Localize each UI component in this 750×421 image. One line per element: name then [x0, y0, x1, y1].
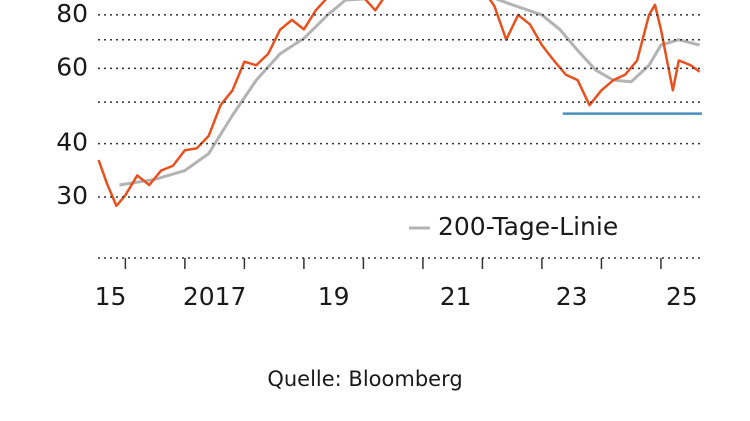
x-tick-label: 2017: [183, 282, 247, 311]
source: Quelle: Bloomberg: [267, 367, 462, 391]
y-tick-label: 80: [56, 0, 88, 28]
legend-label: 200-Tage-Linie: [438, 212, 618, 241]
y-tick-label: 30: [56, 181, 88, 210]
price-line: [97, 0, 701, 208]
x-tick-label: 15: [95, 282, 127, 311]
price-line: [119, 0, 700, 187]
plot-area: [97, 0, 702, 208]
x-tick-label: 25: [666, 282, 698, 311]
x-tick-label: 23: [556, 282, 588, 311]
y-tick-label: 60: [56, 52, 88, 81]
x-tick-label: 21: [440, 282, 472, 311]
y-tick-label: 40: [56, 128, 88, 157]
x-tick-label: 19: [318, 282, 350, 311]
